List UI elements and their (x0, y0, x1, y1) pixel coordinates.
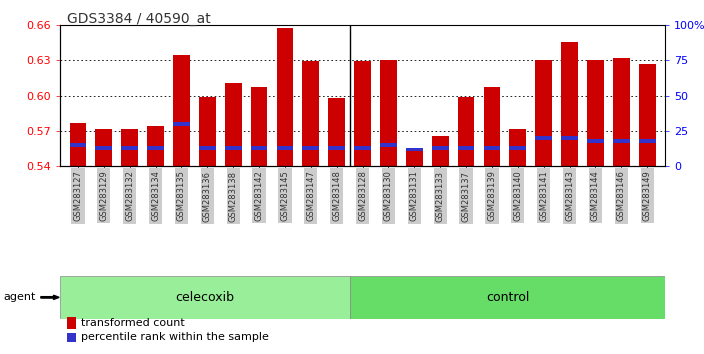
Bar (96, 129, 112, 166)
Bar (354, 146, 371, 150)
Text: control: control (486, 291, 529, 304)
Bar (587, 60, 604, 166)
Bar (199, 146, 215, 150)
Bar (587, 139, 604, 143)
Bar (535, 60, 552, 166)
Bar (121, 129, 138, 166)
Bar (173, 122, 190, 126)
Bar (251, 87, 268, 166)
Bar (639, 139, 655, 143)
Text: percentile rank within the sample: percentile rank within the sample (81, 332, 269, 342)
Bar (225, 82, 241, 166)
Text: GDS3384 / 40590_at: GDS3384 / 40590_at (67, 12, 210, 27)
Bar (70, 123, 87, 166)
Bar (199, 97, 215, 166)
Bar (484, 87, 501, 166)
Bar (432, 146, 448, 150)
Bar (561, 42, 578, 166)
Bar (406, 149, 422, 166)
Bar (225, 146, 241, 150)
Bar (96, 146, 112, 150)
Bar (70, 143, 87, 147)
Bar (277, 146, 294, 150)
Bar (277, 28, 294, 166)
Bar (121, 146, 138, 150)
Bar (303, 61, 319, 166)
Bar (328, 146, 345, 150)
Bar (350, 276, 665, 319)
Bar (173, 56, 190, 166)
Bar (561, 136, 578, 140)
Bar (458, 97, 474, 166)
Bar (639, 64, 655, 166)
Bar (303, 146, 319, 150)
Bar (613, 58, 629, 166)
Text: agent: agent (4, 292, 36, 302)
Bar (328, 98, 345, 166)
Bar (613, 139, 629, 143)
Bar (432, 136, 448, 166)
Bar (535, 136, 552, 140)
Bar (60, 276, 350, 319)
Bar (147, 126, 164, 166)
Bar (380, 60, 397, 166)
Bar (458, 146, 474, 150)
Bar (147, 146, 164, 150)
Bar (354, 61, 371, 166)
Bar (510, 129, 526, 166)
Bar (251, 146, 268, 150)
Text: transformed count: transformed count (81, 318, 184, 328)
Bar (484, 146, 501, 150)
Text: celecoxib: celecoxib (175, 291, 234, 304)
Bar (406, 148, 422, 151)
Bar (380, 143, 397, 147)
Bar (510, 146, 526, 150)
